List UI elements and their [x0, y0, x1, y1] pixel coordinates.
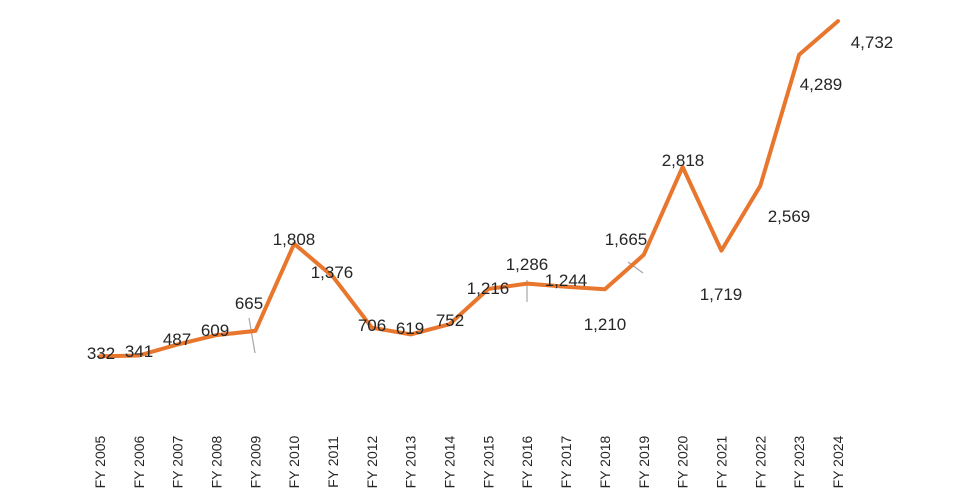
- x-tick-label: FY 2012: [364, 435, 380, 488]
- series-line: [98, 19, 840, 359]
- data-label: 665: [235, 294, 263, 313]
- data-label: 1,719: [700, 285, 743, 304]
- data-label: 341: [125, 342, 153, 361]
- x-tick-label: FY 2007: [170, 435, 186, 488]
- data-label: 2,818: [662, 151, 705, 170]
- x-axis-ticks: FY 2005 FY 2006 FY 2007 FY 2008 FY 2009 FY 20…: [92, 435, 846, 488]
- x-tick-label: FY 2022: [752, 435, 768, 488]
- data-label: 1,244: [545, 271, 588, 290]
- data-label: 487: [163, 330, 191, 349]
- data-label: 706: [358, 316, 386, 335]
- x-tick-label: FY 2009: [247, 435, 263, 488]
- data-label: 2,569: [768, 207, 811, 226]
- x-tick-label: FY 2020: [675, 435, 691, 488]
- x-tick-label: FY 2005: [92, 435, 108, 488]
- data-label: 1,216: [467, 279, 510, 298]
- x-tick-label: FY 2019: [636, 435, 652, 488]
- x-tick-label: FY 2010: [286, 435, 302, 488]
- x-tick-label: FY 2011: [325, 436, 341, 488]
- data-label: 1,210: [584, 315, 627, 334]
- data-label: 4,289: [800, 75, 843, 94]
- data-label: 1,376: [311, 263, 354, 282]
- x-tick-label: FY 2023: [791, 435, 807, 488]
- data-label: 609: [201, 321, 229, 340]
- leader-line: [248, 317, 256, 354]
- x-tick-label: FY 2013: [403, 435, 419, 488]
- x-tick-label: FY 2014: [442, 435, 458, 488]
- x-tick-label: FY 2016: [519, 435, 535, 488]
- x-tick-label: FY 2006: [131, 435, 147, 488]
- data-label: 1,665: [605, 230, 648, 249]
- x-tick-label: FY 2015: [480, 435, 496, 488]
- data-label: 4,732: [851, 33, 894, 52]
- x-tick-label: FY 2024: [830, 435, 846, 488]
- data-label: 752: [436, 311, 464, 330]
- data-label: 619: [396, 319, 424, 338]
- data-label: 332: [87, 344, 115, 363]
- x-tick-label: FY 2017: [558, 435, 574, 488]
- x-tick-label: FY 2008: [209, 435, 225, 488]
- data-label: 1,286: [506, 255, 549, 274]
- x-tick-label: FY 2018: [597, 435, 613, 488]
- leader-line: [627, 261, 644, 274]
- data-label: 1,808: [273, 230, 316, 249]
- x-tick-label: FY 2021: [713, 435, 729, 488]
